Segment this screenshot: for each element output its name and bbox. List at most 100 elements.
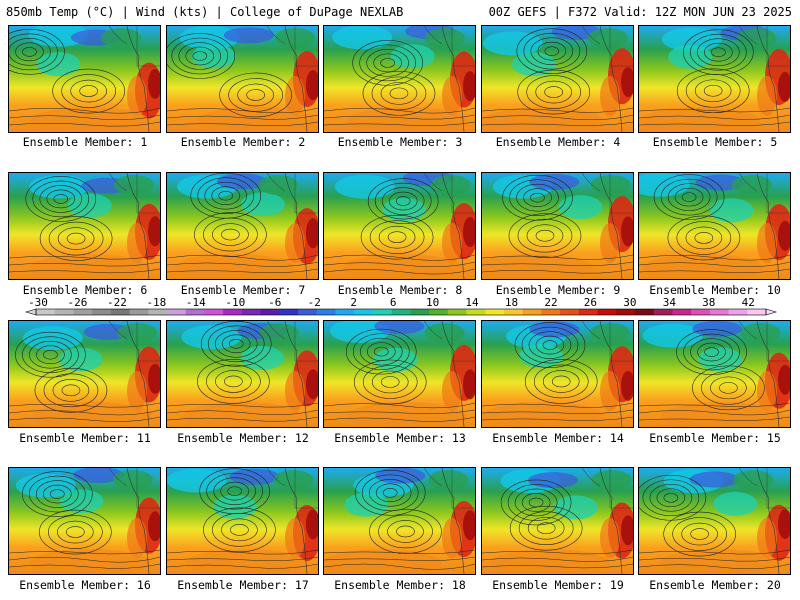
ensemble-member-label: Ensemble Member: 1 bbox=[22, 135, 148, 149]
colorbar-swatch bbox=[485, 309, 505, 315]
temperature-wind-map bbox=[482, 321, 633, 427]
temperature-wind-map bbox=[639, 468, 790, 574]
colorbar-tick-label: 38 bbox=[702, 296, 715, 309]
colorbar-swatch bbox=[691, 309, 711, 315]
colorbar-tick-label: 26 bbox=[584, 296, 597, 309]
colorbar-swatch bbox=[298, 309, 318, 315]
colorbar-max-arrow bbox=[765, 308, 778, 316]
ensemble-member-map bbox=[166, 467, 319, 575]
colorbar-tick-label: 14 bbox=[465, 296, 479, 309]
colorbar-swatch bbox=[503, 309, 524, 315]
colorbar-tick-label: 34 bbox=[663, 296, 677, 309]
colorbar-swatch bbox=[653, 309, 673, 315]
ensemble-member-label: Ensemble Member: 4 bbox=[495, 135, 621, 149]
colorbar-tick-label: 30 bbox=[623, 296, 636, 309]
ensemble-member-map bbox=[166, 25, 319, 133]
temperature-wind-map bbox=[482, 26, 633, 132]
colorbar-swatch bbox=[578, 309, 599, 315]
ensemble-member-label: Ensemble Member: 15 bbox=[649, 431, 781, 445]
temperature-wind-map bbox=[9, 26, 160, 132]
colorbar-swatch bbox=[616, 309, 636, 315]
temperature-wind-map bbox=[639, 173, 790, 279]
colorbar-swatch bbox=[522, 309, 542, 315]
colorbar-swatch bbox=[391, 309, 411, 315]
temperature-wind-map bbox=[9, 173, 160, 279]
colorbar-swatch bbox=[204, 309, 224, 315]
ensemble-member-map bbox=[8, 320, 161, 428]
ensemble-member-map bbox=[481, 25, 634, 133]
colorbar-tick-label: -6 bbox=[268, 296, 281, 309]
temperature-colorbar: -30 -26 -22 -18 -14 -10 -6 -2 2 6 10 14 18 22 26 30 34 38… bbox=[24, 296, 778, 316]
ensemble-member-map bbox=[8, 172, 161, 280]
temperature-wind-map bbox=[324, 173, 475, 279]
colorbar-swatch bbox=[73, 309, 93, 315]
ensemble-member-label: Ensemble Member: 8 bbox=[337, 283, 463, 297]
colorbar-tick-label: -30 bbox=[28, 296, 48, 309]
colorbar-swatch bbox=[185, 309, 205, 315]
colorbar-tick-label: 22 bbox=[544, 296, 557, 309]
colorbar-tick-label: 2 bbox=[350, 296, 357, 309]
ensemble-member-label: Ensemble Member: 2 bbox=[180, 135, 306, 149]
colorbar-swatch bbox=[410, 309, 430, 315]
colorbar-outline bbox=[35, 308, 767, 316]
colorbar-swatch bbox=[54, 309, 74, 315]
header-title: 850mb Temp (°C) | Wind (kts) | College o… bbox=[6, 5, 404, 19]
colorbar-tick-label: 42 bbox=[742, 296, 755, 309]
colorbar-swatch bbox=[447, 309, 468, 315]
colorbar-tick-label: 10 bbox=[426, 296, 439, 309]
colorbar-tick-label: -2 bbox=[308, 296, 321, 309]
ensemble-member-map bbox=[8, 25, 161, 133]
colorbar-swatch bbox=[316, 309, 336, 315]
ensemble-member-map bbox=[166, 172, 319, 280]
ensemble-member-label: Ensemble Member: 16 bbox=[19, 578, 151, 592]
ensemble-member-label: Ensemble Member: 5 bbox=[652, 135, 778, 149]
ensemble-member-label: Ensemble Member: 19 bbox=[492, 578, 624, 592]
header-valid-time: 00Z GEFS | F372 Valid: 12Z MON JUN 23 20… bbox=[488, 5, 792, 19]
ensemble-member-map bbox=[481, 467, 634, 575]
colorbar-swatch bbox=[335, 309, 355, 315]
colorbar-swatch bbox=[747, 309, 767, 315]
colorbar-swatch bbox=[354, 309, 374, 315]
temperature-wind-map bbox=[324, 321, 475, 427]
colorbar-swatch bbox=[466, 309, 486, 315]
ensemble-member-map bbox=[638, 25, 791, 133]
temperature-wind-map bbox=[167, 321, 318, 427]
temperature-wind-map bbox=[639, 26, 790, 132]
ensemble-member-label: Ensemble Member: 13 bbox=[334, 431, 466, 445]
colorbar-tick-label: -22 bbox=[107, 296, 127, 309]
colorbar-swatch bbox=[597, 309, 617, 315]
colorbar-tick-label: -10 bbox=[225, 296, 245, 309]
ensemble-member-map bbox=[323, 172, 476, 280]
temperature-wind-map bbox=[9, 468, 160, 574]
ensemble-member-map bbox=[481, 172, 634, 280]
ensemble-member-label: Ensemble Member: 20 bbox=[649, 578, 781, 592]
ensemble-member-label: Ensemble Member: 12 bbox=[177, 431, 309, 445]
colorbar-swatch bbox=[110, 309, 131, 315]
colorbar-swatch bbox=[372, 309, 393, 315]
colorbar-swatch bbox=[241, 309, 262, 315]
ensemble-member-map bbox=[323, 320, 476, 428]
ensemble-member-label: Ensemble Member: 18 bbox=[334, 578, 466, 592]
temperature-wind-map bbox=[639, 321, 790, 427]
colorbar-swatch bbox=[129, 309, 149, 315]
ensemble-member-map bbox=[8, 467, 161, 575]
ensemble-member-map bbox=[638, 172, 791, 280]
colorbar-swatch bbox=[167, 309, 187, 315]
ensemble-member-map bbox=[323, 467, 476, 575]
ensemble-member-label: Ensemble Member: 3 bbox=[337, 135, 463, 149]
colorbar-swatch bbox=[36, 309, 56, 315]
temperature-wind-map bbox=[167, 26, 318, 132]
colorbar-swatch bbox=[223, 309, 243, 315]
temperature-wind-map bbox=[167, 173, 318, 279]
ensemble-member-map bbox=[638, 320, 791, 428]
ensemble-member-map bbox=[481, 320, 634, 428]
colorbar-swatch bbox=[92, 309, 112, 315]
header: 850mb Temp (°C) | Wind (kts) | College o… bbox=[0, 0, 800, 22]
colorbar-swatch bbox=[634, 309, 655, 315]
ensemble-member-label: Ensemble Member: 10 bbox=[649, 283, 781, 297]
ensemble-member-map bbox=[323, 25, 476, 133]
temperature-wind-map bbox=[324, 468, 475, 574]
ensemble-member-label: Ensemble Member: 6 bbox=[22, 283, 148, 297]
temperature-wind-map bbox=[9, 321, 160, 427]
